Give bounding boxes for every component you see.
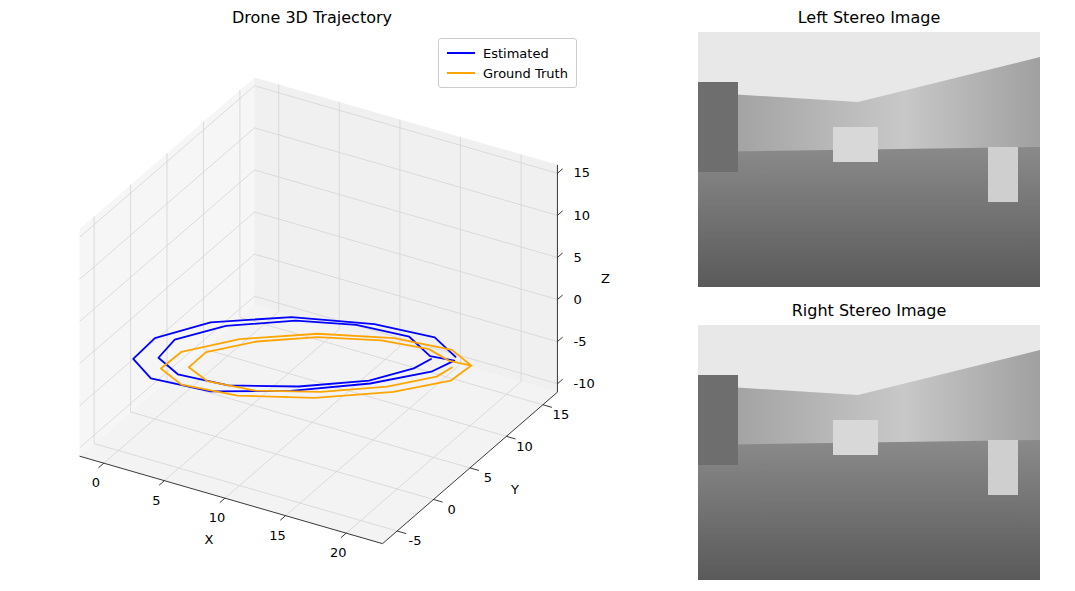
svg-text:5: 5 bbox=[484, 470, 492, 485]
svg-text:Y: Y bbox=[510, 482, 519, 497]
svg-text:-5: -5 bbox=[409, 533, 422, 548]
svg-text:15: 15 bbox=[269, 528, 286, 543]
html-text:Right Stereo Image: Right Stereo Image bbox=[791, 301, 947, 320]
svg-text:10: 10 bbox=[516, 438, 533, 453]
svg-text:15: 15 bbox=[553, 407, 570, 422]
svg-text:10: 10 bbox=[209, 510, 226, 525]
html-text:Ground Truth: Ground Truth bbox=[483, 65, 568, 81]
html-text:Estimated: Estimated bbox=[483, 45, 549, 61]
svg-text:5: 5 bbox=[573, 250, 581, 265]
svg-text:20: 20 bbox=[330, 545, 347, 560]
svg-text:5: 5 bbox=[152, 493, 160, 508]
html-text:Left Stereo Image: Left Stereo Image bbox=[797, 8, 941, 27]
html-text:Drone 3D Trajectory: Drone 3D Trajectory bbox=[232, 8, 392, 27]
svg-text:-5: -5 bbox=[573, 334, 586, 349]
svg-text:Z: Z bbox=[601, 271, 610, 286]
svg-text:10: 10 bbox=[573, 208, 590, 223]
svg-text:X: X bbox=[205, 532, 214, 547]
svg-text:0: 0 bbox=[92, 475, 100, 490]
svg-text:15: 15 bbox=[573, 165, 590, 180]
svg-text:0: 0 bbox=[447, 502, 455, 517]
svg-text:0: 0 bbox=[573, 292, 581, 307]
svg-text:-10: -10 bbox=[573, 376, 594, 391]
